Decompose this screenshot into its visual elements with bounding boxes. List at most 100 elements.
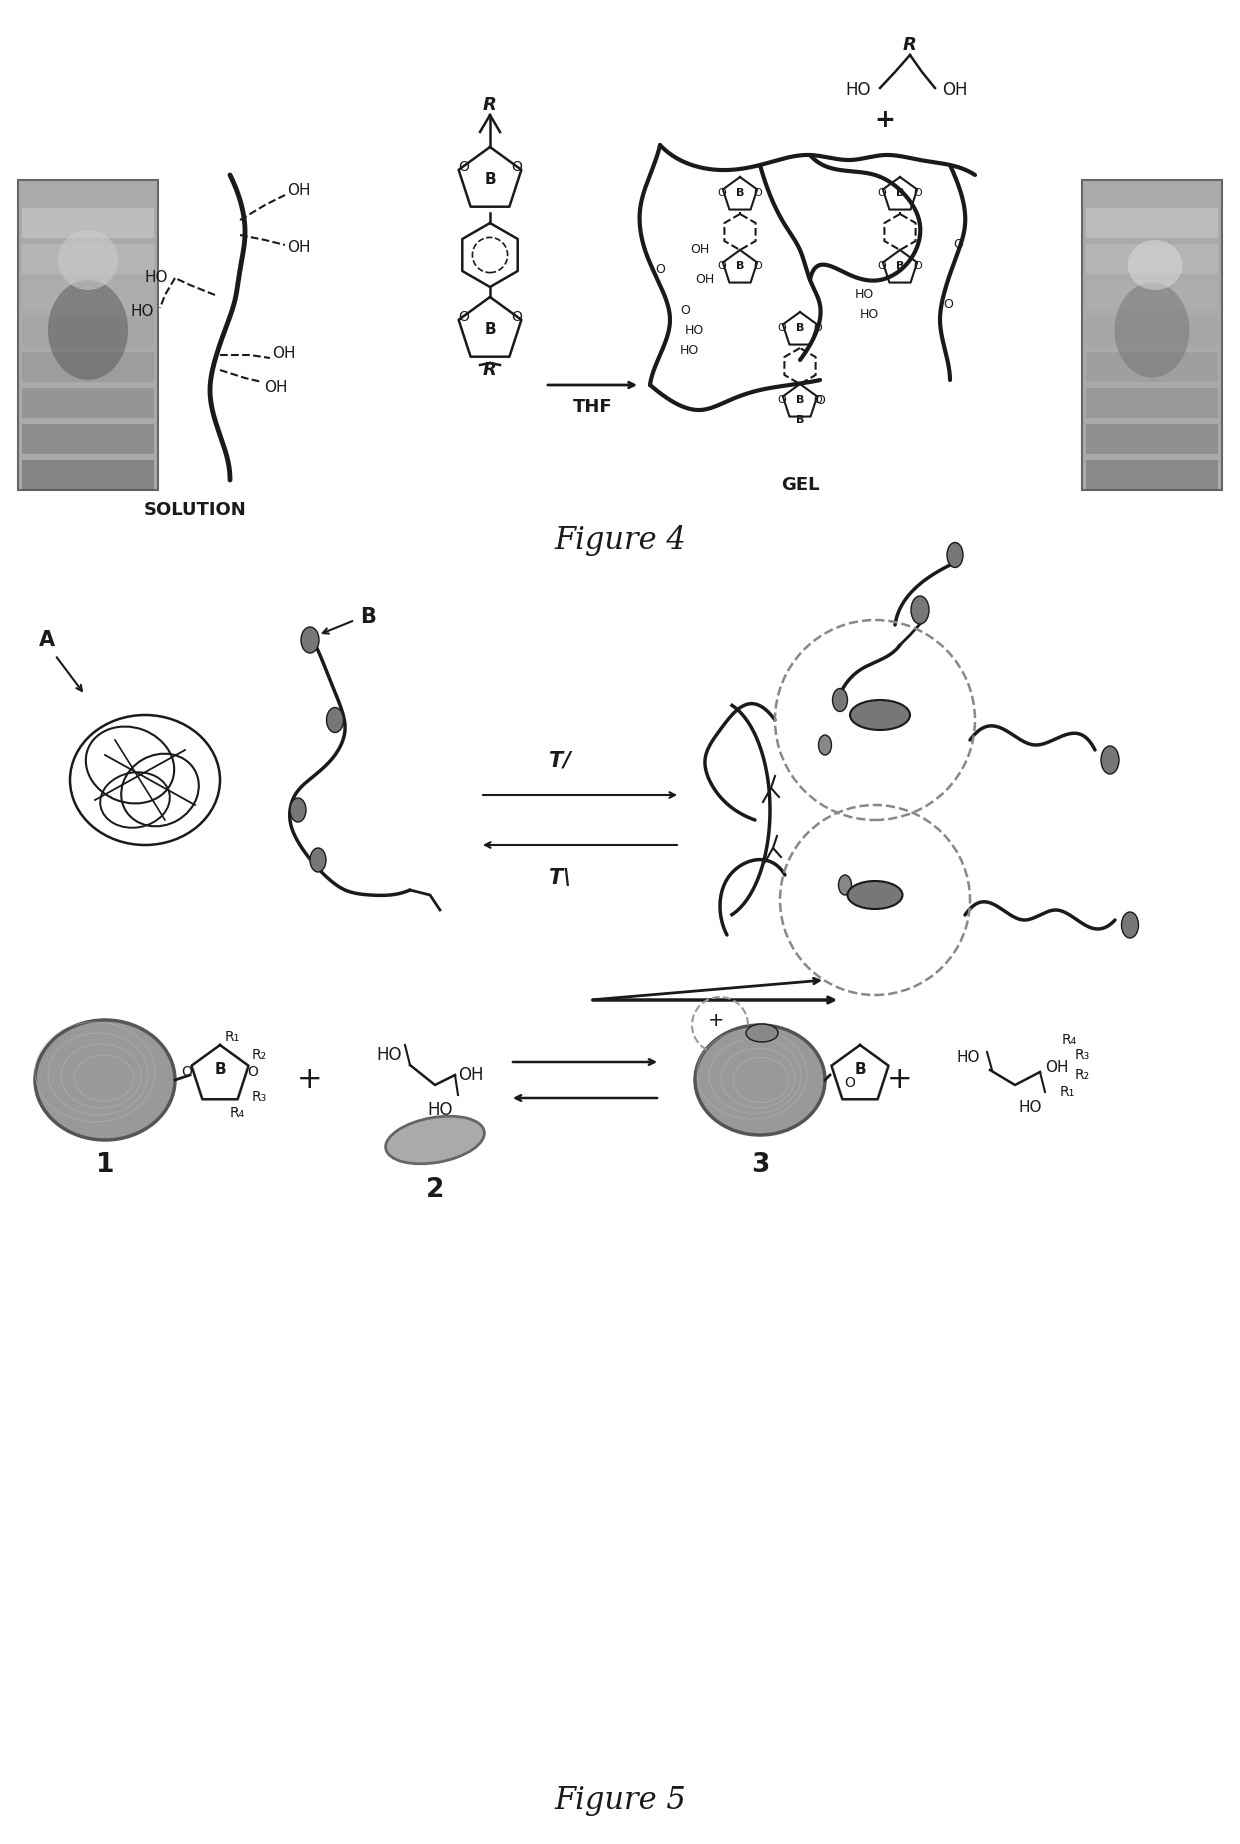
- Bar: [1086, 280, 1218, 310]
- Text: R₃: R₃: [1075, 1047, 1090, 1062]
- Ellipse shape: [832, 688, 847, 712]
- Text: O: O: [914, 262, 923, 271]
- Text: GEL: GEL: [781, 476, 820, 494]
- Bar: [22, 208, 154, 238]
- Ellipse shape: [290, 798, 306, 822]
- Text: O: O: [248, 1066, 258, 1079]
- Text: O: O: [754, 188, 763, 197]
- Bar: [22, 352, 154, 382]
- Bar: [22, 424, 154, 454]
- Ellipse shape: [818, 736, 832, 754]
- Text: R: R: [484, 96, 497, 114]
- Text: O: O: [914, 188, 923, 197]
- Text: THF: THF: [573, 398, 613, 417]
- Text: R₂: R₂: [1075, 1068, 1090, 1082]
- Text: O: O: [458, 160, 469, 173]
- Ellipse shape: [849, 701, 910, 730]
- Text: T/: T/: [549, 751, 570, 771]
- Text: HO: HO: [684, 323, 704, 336]
- Text: R₄: R₄: [229, 1106, 246, 1119]
- Text: O: O: [511, 160, 522, 173]
- Ellipse shape: [386, 1116, 485, 1164]
- Text: +: +: [298, 1066, 322, 1095]
- Text: HO: HO: [1018, 1101, 1042, 1116]
- Text: B: B: [484, 323, 496, 337]
- Text: O: O: [813, 323, 822, 334]
- Text: B: B: [484, 173, 496, 188]
- Text: O: O: [813, 395, 822, 406]
- Ellipse shape: [58, 230, 118, 290]
- Ellipse shape: [1127, 240, 1183, 290]
- Ellipse shape: [301, 627, 319, 653]
- Text: B: B: [735, 262, 744, 271]
- Text: R₃: R₃: [252, 1090, 268, 1105]
- Text: O: O: [815, 393, 825, 406]
- Text: B: B: [796, 415, 805, 424]
- Text: B: B: [360, 607, 376, 627]
- Text: O: O: [844, 1077, 856, 1090]
- Text: B: B: [735, 188, 744, 197]
- Text: O: O: [878, 262, 887, 271]
- Ellipse shape: [947, 542, 963, 568]
- Ellipse shape: [838, 876, 852, 894]
- Bar: [1086, 424, 1218, 454]
- Ellipse shape: [310, 848, 326, 872]
- Text: O: O: [458, 310, 469, 325]
- Text: O: O: [680, 304, 689, 317]
- Text: OH: OH: [689, 243, 709, 256]
- Bar: [22, 280, 154, 310]
- Text: HO: HO: [145, 271, 169, 286]
- Ellipse shape: [1115, 282, 1189, 378]
- Text: O: O: [754, 262, 763, 271]
- Bar: [22, 387, 154, 419]
- Text: +: +: [708, 1012, 724, 1031]
- Text: R: R: [484, 361, 497, 380]
- Text: HO: HO: [377, 1046, 402, 1064]
- Text: 2: 2: [425, 1176, 444, 1202]
- Text: SOLUTION: SOLUTION: [144, 502, 247, 518]
- Text: O: O: [944, 299, 952, 312]
- Text: OH: OH: [942, 81, 967, 100]
- Bar: [22, 315, 154, 347]
- Text: OH: OH: [286, 184, 310, 199]
- Text: A: A: [38, 631, 55, 649]
- Text: 3: 3: [750, 1152, 769, 1178]
- Text: B: B: [895, 262, 904, 271]
- Text: B: B: [895, 188, 904, 197]
- Bar: [19, 181, 157, 491]
- Text: OH: OH: [1045, 1060, 1069, 1075]
- Text: +: +: [887, 1066, 913, 1095]
- Ellipse shape: [746, 1023, 777, 1042]
- Text: B: B: [854, 1062, 866, 1077]
- Text: B: B: [796, 395, 805, 406]
- Text: T\: T\: [549, 869, 570, 889]
- Text: OH: OH: [272, 345, 295, 360]
- Text: O: O: [954, 238, 963, 251]
- Bar: [22, 459, 154, 491]
- Text: HO: HO: [861, 308, 879, 321]
- Text: R: R: [903, 37, 916, 53]
- Bar: [1083, 181, 1221, 491]
- Ellipse shape: [35, 1020, 175, 1140]
- Text: OH: OH: [694, 273, 714, 286]
- Bar: [1086, 459, 1218, 491]
- Text: Figure 4: Figure 4: [554, 524, 686, 555]
- Text: R₁: R₁: [224, 1031, 241, 1044]
- Text: B: B: [215, 1062, 226, 1077]
- Bar: [22, 243, 154, 275]
- Bar: [1086, 243, 1218, 275]
- Ellipse shape: [847, 881, 903, 909]
- Ellipse shape: [48, 280, 128, 380]
- Text: Figure 5: Figure 5: [554, 1785, 686, 1816]
- Text: O: O: [718, 262, 727, 271]
- Text: HO: HO: [428, 1101, 453, 1119]
- Ellipse shape: [1101, 747, 1118, 774]
- Text: O: O: [511, 310, 522, 325]
- Text: O: O: [655, 264, 665, 277]
- Text: HO: HO: [846, 81, 870, 100]
- Ellipse shape: [911, 596, 929, 623]
- Text: R₁: R₁: [1060, 1084, 1075, 1099]
- Text: HO: HO: [680, 343, 699, 356]
- Bar: [1086, 352, 1218, 382]
- Bar: [1086, 387, 1218, 419]
